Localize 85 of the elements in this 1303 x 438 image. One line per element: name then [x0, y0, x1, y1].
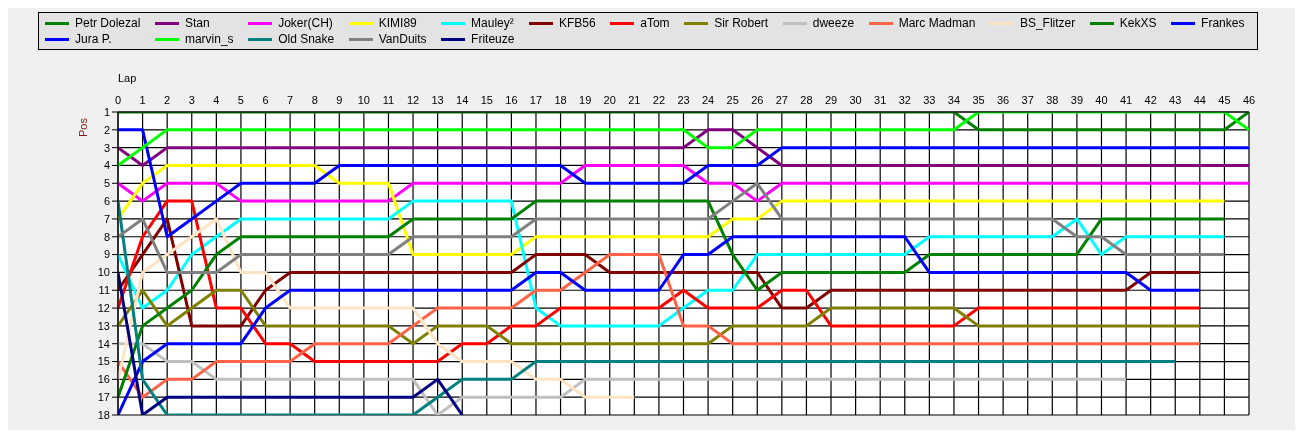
x-tick-label: 46	[1242, 94, 1256, 106]
legend-label: VanDuits	[378, 32, 427, 46]
x-tick-label: 23	[677, 94, 690, 106]
x-tick-label: 27	[775, 94, 788, 106]
x-tick-label: 40	[1095, 94, 1108, 106]
y-tick-label: 16	[97, 373, 110, 386]
legend-label: Petr Dolezal	[75, 16, 141, 30]
x-tick-label: 5	[237, 94, 244, 106]
legend-label: KIMI89	[378, 16, 417, 30]
legend-label: Mauley²	[471, 16, 514, 30]
x-tick-label: 24	[701, 94, 715, 106]
x-tick-label: 31	[874, 94, 887, 106]
x-tick-label: 38	[1046, 94, 1059, 106]
x-tick-label: 9	[336, 94, 343, 106]
x-tick-label: 10	[357, 94, 370, 106]
y-tick-label: 15	[97, 355, 110, 368]
y-tick-label: 9	[103, 248, 110, 261]
x-tick-label: 1	[139, 94, 146, 106]
x-tick-label: 45	[1218, 94, 1231, 106]
legend-label: Marc Madman	[898, 16, 976, 30]
legend-label: aTom	[640, 16, 670, 30]
y-tick-label: 1	[103, 105, 110, 118]
x-tick-label: 34	[947, 94, 961, 106]
x-tick-label: 37	[1021, 94, 1034, 106]
legend-label: BS_Flitzer	[1019, 16, 1076, 30]
legend-label: Sir Robert	[714, 16, 769, 30]
x-tick-label: 35	[972, 94, 985, 106]
x-tick-label: 3	[188, 94, 195, 106]
x-tick-label: 41	[1119, 94, 1133, 106]
x-tick-label: 21	[628, 94, 641, 106]
y-tick-label: 11	[98, 284, 110, 297]
x-tick-label: 7	[287, 94, 294, 106]
x-tick-label: 25	[726, 94, 739, 106]
x-tick-label: 19	[579, 94, 592, 106]
x-tick-label: 44	[1193, 94, 1206, 106]
x-tick-label: 2	[164, 94, 171, 106]
x-tick-label: 26	[751, 94, 764, 106]
y-tick-label: 2	[103, 123, 110, 136]
y-tick-label: 18	[97, 408, 110, 421]
x-tick-label: 16	[505, 94, 518, 106]
y-tick-label: 6	[103, 195, 110, 208]
x-tick-label: 29	[824, 94, 838, 106]
y-tick-label: 12	[97, 301, 110, 314]
x-tick-label: 30	[849, 94, 862, 106]
y-tick-label: 8	[103, 230, 110, 243]
x-tick-label: 11	[382, 94, 395, 106]
legend-label: dweeze	[812, 16, 855, 30]
legend-label: Friteuze	[471, 32, 515, 46]
x-tick-label: 4	[213, 94, 220, 106]
x-tick-label: 43	[1169, 94, 1182, 106]
x-tick-label: 32	[898, 94, 911, 106]
x-tick-label: 8	[311, 94, 318, 106]
x-tick-label: 22	[652, 94, 666, 106]
x-axis-title: Lap	[118, 71, 137, 84]
x-tick-label: 13	[431, 94, 444, 106]
y-tick-label: 3	[103, 141, 110, 154]
x-tick-label: 12	[406, 94, 420, 106]
y-tick-label: 10	[97, 266, 110, 279]
x-tick-label: 18	[554, 94, 567, 106]
x-tick-label: 33	[923, 94, 936, 106]
y-tick-label: 4	[103, 159, 110, 172]
legend-label: Jura P.	[75, 32, 112, 46]
x-tick-label: 36	[997, 94, 1010, 106]
legend-label: marvin_s	[184, 32, 234, 46]
x-tick-label: 14	[456, 94, 469, 106]
legend-label: Frankes	[1201, 16, 1245, 30]
y-axis-title: Pos	[76, 117, 89, 137]
y-tick-label: 7	[103, 212, 110, 225]
x-tick-label: 0	[114, 94, 122, 106]
legend-label: Old Snake	[278, 32, 335, 46]
legend-label: KFB56	[559, 16, 596, 30]
x-tick-label: 42	[1144, 94, 1157, 106]
legend-label: KekXS	[1119, 16, 1157, 30]
x-tick-label: 15	[480, 94, 493, 106]
x-tick-label: 39	[1070, 94, 1084, 106]
x-tick-label: 20	[603, 94, 616, 106]
legend-label: Joker(CH)	[278, 16, 333, 30]
y-tick-label: 13	[97, 319, 110, 332]
x-tick-label: 28	[800, 94, 813, 106]
y-tick-label: 14	[97, 337, 110, 350]
x-tick-label: 6	[262, 94, 269, 106]
x-tick-label: 17	[529, 94, 543, 106]
legend-label: Stan	[184, 16, 210, 30]
y-tick-label: 17	[97, 391, 110, 404]
y-tick-label: 5	[103, 177, 110, 190]
